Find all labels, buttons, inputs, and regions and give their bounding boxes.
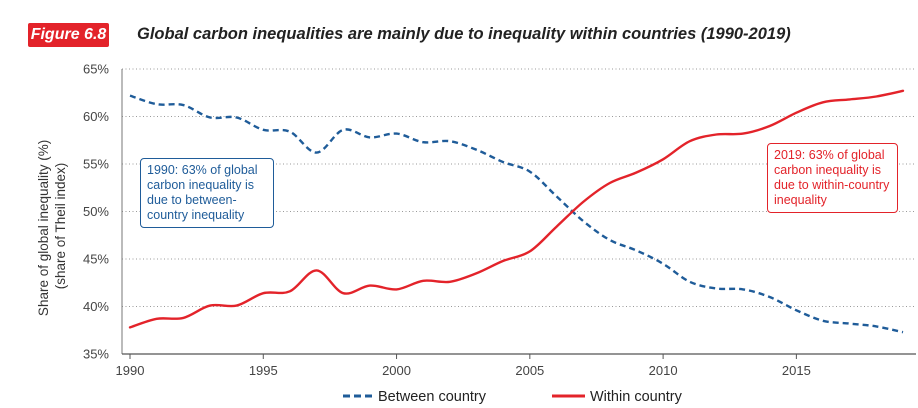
annotation-within-country: 2019: 63% of global carbon inequality is… <box>767 143 898 213</box>
legend-label-between: Between country <box>378 389 487 405</box>
chart-title: Global carbon inequalities are mainly du… <box>137 25 791 43</box>
tick-labels: 35% 40% 45% 50% 55% 60% 65% 1990 1995 2000 2005 201… <box>83 62 811 379</box>
y-axis-label-line2: (share of Theil index) <box>53 163 68 290</box>
y-tick-label: 45% <box>83 252 109 267</box>
annotation-between-country: 1990: 63% of global carbon inequality is… <box>140 158 274 228</box>
series-line-within-country <box>128 89 905 329</box>
x-tick-label: 2015 <box>782 363 811 378</box>
x-tick-label: 2010 <box>649 363 678 378</box>
x-tick-label: 2000 <box>382 363 411 378</box>
y-tick-label: 65% <box>83 62 109 77</box>
y-tick-label: 40% <box>83 299 109 314</box>
y-tick-label: 50% <box>83 204 109 219</box>
y-axis-label-line1: Share of global inequality (%) <box>36 140 51 316</box>
axes <box>121 69 916 359</box>
series-lines <box>128 89 905 334</box>
y-tick-label: 55% <box>83 157 109 172</box>
y-axis-label: Share of global inequality (%) (share of… <box>36 136 68 316</box>
x-tick-label: 1990 <box>116 363 145 378</box>
legend: Between country Within country <box>343 389 683 405</box>
y-tick-label: 35% <box>83 347 109 362</box>
legend-label-within: Within country <box>590 389 683 405</box>
x-tick-label: 2005 <box>515 363 544 378</box>
y-tick-label: 60% <box>83 109 109 124</box>
figure-label: Figure 6.8 <box>28 23 109 47</box>
series-line-between-country <box>129 94 904 334</box>
x-tick-label: 1995 <box>249 363 278 378</box>
